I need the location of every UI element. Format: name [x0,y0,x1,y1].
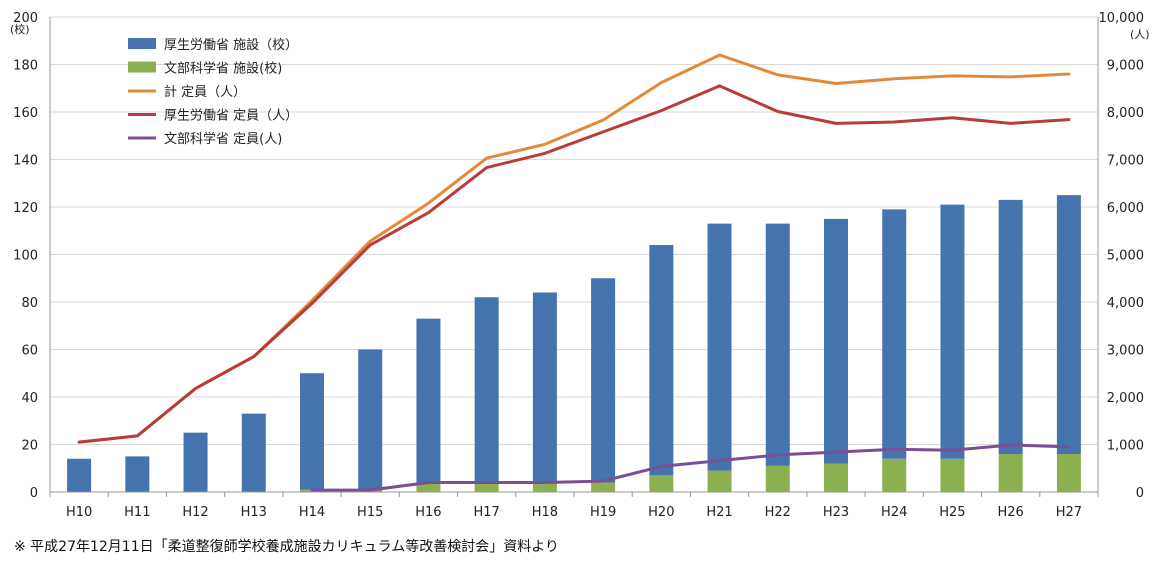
bar [998,199,1023,454]
x-tick-label: H23 [823,505,849,520]
bar [474,297,499,483]
y-left-tick-label: 20 [21,439,38,454]
bar [241,413,266,492]
legend: 厚生労働省 施設（校） 文部科学省 施設(校) 計 定員（人） 厚生労働省 定員（人）… [128,37,298,147]
bar [183,432,208,492]
bar [532,482,557,492]
bar [416,318,441,483]
legend-label: 計 定員（人） [164,84,246,100]
series-line [310,443,1071,492]
bar [707,470,732,492]
footnote: ※ 平成27年12月11日「柔道整復師学校養成施設カリキュラム等改善検討会」資料… [14,539,559,555]
axes: 0 20 40 60 80 100 120 140 160 180 200 0 1,000 2,000 3,… [10,11,1150,520]
y-right-tick-label: 2,000 [1107,391,1144,406]
bar [940,458,965,492]
bar [1056,454,1081,492]
bar [882,209,907,459]
y-right-tick-label: 0 [1136,486,1144,501]
x-tick-label: H12 [182,505,208,520]
y-left-tick-label: 60 [21,344,38,359]
x-tick-label: H20 [648,505,674,520]
x-tick-label: H11 [124,505,150,520]
y-right-tick-label: 10,000 [1099,11,1145,26]
y-left-unit-label: (校) [10,22,30,36]
x-tick-label: H24 [881,505,907,520]
bar [824,463,848,492]
bar [649,475,674,492]
x-tick-label: H27 [1056,505,1082,520]
lines [77,53,1071,492]
bar [649,245,674,476]
gridlines [50,16,1098,445]
bar [125,456,150,492]
x-tick-label: H22 [765,505,791,520]
x-tick-label: H21 [706,505,732,520]
bar [591,482,616,492]
y-right-tick-label: 1,000 [1107,439,1144,454]
legend-swatch [128,61,156,73]
bar [707,223,732,471]
x-tick-label: H17 [474,505,500,520]
y-right-tick-label: 3,000 [1107,344,1144,359]
bar [1056,195,1081,454]
x-tick-label: H14 [299,505,325,520]
bar [824,218,848,464]
series-line [77,84,1071,444]
y-left-tick-label: 120 [13,201,38,216]
bar [67,458,92,492]
y-left-tick-label: 200 [13,11,38,26]
chart: 0 20 40 60 80 100 120 140 160 180 200 0 1,000 2,000 3,… [10,11,1150,520]
bar [474,482,499,492]
y-left-tick-label: 40 [21,391,38,406]
bar [532,292,557,483]
bar [940,204,965,459]
y-right-tick-label: 7,000 [1107,154,1144,169]
bar [765,465,790,492]
legend-label: 厚生労働省 定員（人） [164,109,298,124]
y-left-tick-label: 180 [13,59,38,74]
legend-label: 文部科学省 定員(人) [164,131,282,147]
legend-label: 文部科学省 施設(校) [164,61,282,77]
y-left-tick-label: 100 [13,249,38,264]
x-tick-label: H19 [590,505,616,520]
x-tick-label: H26 [998,505,1024,520]
bar [998,454,1023,492]
y-right-tick-label: 8,000 [1107,106,1144,121]
bar [416,482,441,492]
legend-label: 厚生労働省 施設（校） [164,37,298,53]
y-left-tick-label: 160 [13,106,38,121]
x-tick-label: H10 [66,505,92,520]
y-left-tick-label: 140 [13,154,38,169]
y-right-tick-label: 5,000 [1107,249,1144,264]
bar [882,458,907,492]
x-tick-label: H18 [532,505,558,520]
y-left-tick-label: 0 [30,486,38,501]
y-right-tick-label: 9,000 [1107,59,1144,74]
bars [67,195,1081,492]
bar [591,278,616,483]
bar [765,223,790,466]
y-right-tick-label: 4,000 [1107,296,1144,311]
y-right-unit-label: (人) [1130,28,1150,41]
x-tick-label: H13 [241,505,267,520]
legend-swatch [128,38,156,49]
y-left-tick-label: 80 [21,296,38,311]
x-tick-label: H15 [357,505,383,520]
y-right-tick-label: 6,000 [1107,201,1144,216]
bar [300,373,324,490]
bar [358,349,383,490]
x-tick-label: H25 [939,505,965,520]
x-tick-label: H16 [415,505,441,520]
